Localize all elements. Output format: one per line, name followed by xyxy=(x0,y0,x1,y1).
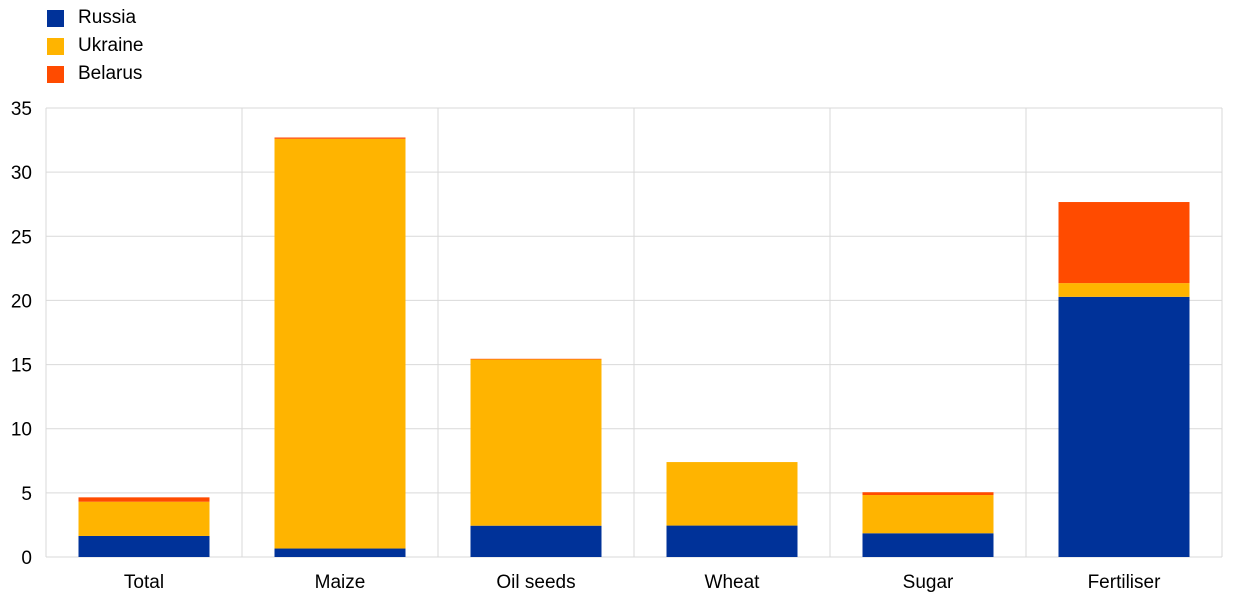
y-tick-label: 0 xyxy=(21,548,32,569)
bar-belarus xyxy=(78,497,210,502)
bar-ukraine xyxy=(470,359,602,526)
legend: Russia Ukraine Belarus xyxy=(47,4,143,88)
y-tick-label: 30 xyxy=(11,163,32,184)
bar-russia xyxy=(666,525,798,557)
bar-ukraine xyxy=(666,462,798,526)
legend-label: Ukraine xyxy=(78,35,144,56)
bar-russia xyxy=(274,548,406,557)
bar-belarus xyxy=(274,137,406,139)
legend-item-russia: Russia xyxy=(47,4,143,32)
bar-russia xyxy=(1058,296,1190,557)
x-tick-label: Maize xyxy=(315,572,366,593)
bar-ukraine xyxy=(862,495,994,534)
bar-belarus xyxy=(862,492,994,496)
legend-item-belarus: Belarus xyxy=(47,60,143,88)
x-tick-label: Fertiliser xyxy=(1088,572,1162,593)
bar-russia xyxy=(78,535,210,557)
bar-russia xyxy=(862,533,994,557)
y-tick-label: 25 xyxy=(11,227,32,248)
x-tick-label: Total xyxy=(124,572,164,593)
legend-swatch-russia xyxy=(47,9,64,27)
x-tick-label: Sugar xyxy=(903,572,954,593)
bar-russia xyxy=(470,525,602,557)
legend-swatch-ukraine xyxy=(47,37,64,55)
x-tick-label: Oil seeds xyxy=(496,572,575,593)
bar-belarus xyxy=(1058,202,1190,284)
x-tick-label: Wheat xyxy=(705,572,761,593)
y-tick-label: 20 xyxy=(11,291,32,312)
bar-ukraine xyxy=(274,138,406,549)
legend-label: Russia xyxy=(78,7,137,28)
bar-ukraine xyxy=(1058,283,1190,297)
bar-ukraine xyxy=(78,501,210,536)
y-tick-label: 15 xyxy=(11,356,32,377)
y-tick-label: 10 xyxy=(11,420,32,441)
legend-label: Belarus xyxy=(78,63,143,84)
legend-item-ukraine: Ukraine xyxy=(47,32,143,60)
legend-swatch-belarus xyxy=(47,65,64,83)
y-tick-label: 5 xyxy=(21,484,32,505)
y-tick-label: 35 xyxy=(11,99,32,120)
bar-belarus xyxy=(470,358,602,360)
